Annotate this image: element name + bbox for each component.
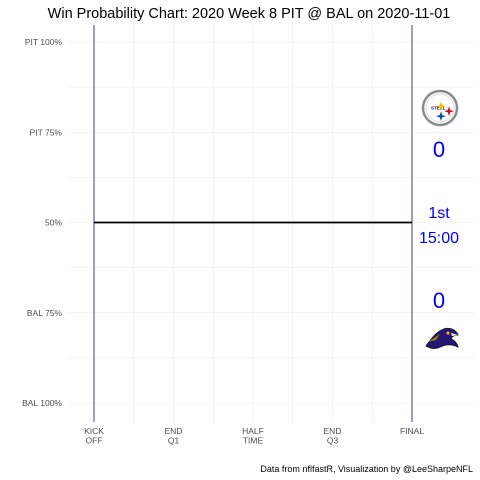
x-tick-label-line: HALF (242, 426, 264, 436)
y-tick-label: PIT 75% (30, 127, 63, 137)
x-tick-label: HALF TIME (242, 426, 264, 446)
away-score: 0 (433, 137, 445, 162)
x-tick-label-line: Q3 (327, 436, 339, 446)
x-tick-label-line: KICK (84, 426, 104, 436)
y-tick-label: 50% (45, 218, 62, 228)
game-quarter: 1st (428, 205, 450, 222)
y-tick-label: BAL 75% (27, 308, 63, 318)
x-tick-label-line: END (165, 426, 183, 436)
x-tick-label-line: FINAL (400, 426, 424, 436)
steelers-logo-icon: STEEL (421, 89, 459, 127)
x-tick-label-line: END (324, 426, 342, 436)
y-axis-tick-labels: PIT 100% PIT 75% 50% BAL 75% BAL 100% (22, 37, 62, 408)
x-tick-label: KICK OFF (84, 426, 104, 446)
chart-caption: Data from nflfastR, Visualization by @Le… (260, 464, 473, 474)
x-tick-label-line: Q1 (168, 436, 180, 446)
x-tick-label-line: OFF (86, 436, 103, 446)
svg-text:STEEL: STEEL (431, 106, 446, 111)
x-tick-label: END Q1 (165, 426, 183, 446)
y-tick-label: PIT 100% (25, 37, 63, 47)
quarter-boundary-lines (93, 25, 413, 422)
x-tick-label: FINAL (400, 426, 424, 436)
game-clock: 15:00 (419, 230, 459, 247)
y-tick-label: BAL 100% (22, 398, 62, 408)
x-tick-label: END Q3 (324, 426, 342, 446)
home-score: 0 (433, 288, 445, 313)
ravens-logo-icon (425, 327, 459, 349)
chart-title: Win Probability Chart: 2020 Week 8 PIT @… (48, 6, 451, 22)
x-tick-label-line: TIME (243, 436, 264, 446)
